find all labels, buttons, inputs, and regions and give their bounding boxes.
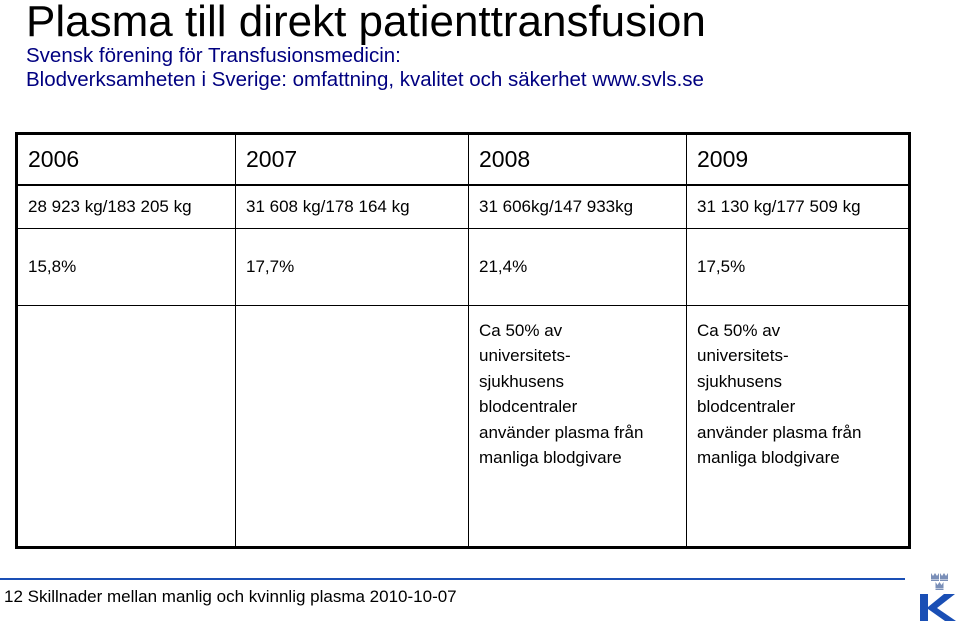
footer-text: 12 Skillnader mellan manlig och kvinnlig… bbox=[4, 587, 457, 606]
table-cell: 28 923 kg/183 205 kg bbox=[16, 184, 236, 230]
table-cell: 31 606kg/147 933kg bbox=[468, 184, 687, 230]
table-cell: 15,8% bbox=[16, 228, 236, 306]
header-cell: 2008 bbox=[468, 133, 687, 187]
note-line: använder plasma från bbox=[479, 422, 644, 442]
note-line: blodcentraler bbox=[479, 397, 578, 417]
table-cell: 17,7% bbox=[235, 228, 469, 306]
table-cell-empty bbox=[16, 304, 236, 549]
note-line: Ca 50% av bbox=[697, 320, 781, 340]
table-cell: 31 130 kg/177 509 kg bbox=[686, 184, 910, 230]
table-cell: 17,5% bbox=[686, 228, 910, 306]
plasma-table: 2006 2007 2008 2009 28 923 kg/183 205 kg… bbox=[15, 132, 911, 549]
header-cell: 2009 bbox=[686, 133, 910, 187]
source-citation: Svensk förening för Transfusionsmedicin:… bbox=[26, 44, 704, 92]
table-row-note: Ca 50% av universitets- sjukhusens blodc… bbox=[16, 304, 910, 549]
note-line: använder plasma från bbox=[697, 422, 862, 442]
note-line: manliga blodgivare bbox=[697, 448, 840, 468]
note-line: universitets- bbox=[479, 346, 571, 366]
note-line: manliga blodgivare bbox=[479, 448, 622, 468]
table-row-percent: 15,8% 17,7% 21,4% 17,5% bbox=[16, 228, 910, 306]
header-cell: 2006 bbox=[16, 133, 236, 187]
source-line-1: Svensk förening för Transfusionsmedicin: bbox=[26, 44, 401, 67]
note-line: universitets- bbox=[697, 346, 789, 366]
table-row-mass: 28 923 kg/183 205 kg 31 608 kg/178 164 k… bbox=[16, 184, 910, 230]
crown-k-logo-icon bbox=[920, 573, 956, 621]
footer-divider bbox=[0, 578, 905, 580]
note-line: sjukhusens bbox=[479, 371, 565, 391]
header-cell: 2007 bbox=[235, 133, 469, 187]
note-cell-2008: Ca 50% av universitets- sjukhusens blodc… bbox=[468, 304, 687, 549]
table-header-row: 2006 2007 2008 2009 bbox=[16, 133, 910, 187]
note-cell-2009: Ca 50% av universitets- sjukhusens blodc… bbox=[686, 304, 910, 549]
note-line: blodcentraler bbox=[697, 397, 796, 417]
table-cell-empty bbox=[235, 304, 469, 549]
table-cell: 21,4% bbox=[468, 228, 687, 306]
source-line-2: Blodverksamheten i Sverige: omfattning, … bbox=[26, 68, 704, 91]
note-line: Ca 50% av bbox=[479, 320, 563, 340]
table-cell: 31 608 kg/178 164 kg bbox=[235, 184, 469, 230]
slide-title: Plasma till direkt patienttransfusion bbox=[26, 0, 706, 46]
note-line: sjukhusens bbox=[697, 371, 783, 391]
